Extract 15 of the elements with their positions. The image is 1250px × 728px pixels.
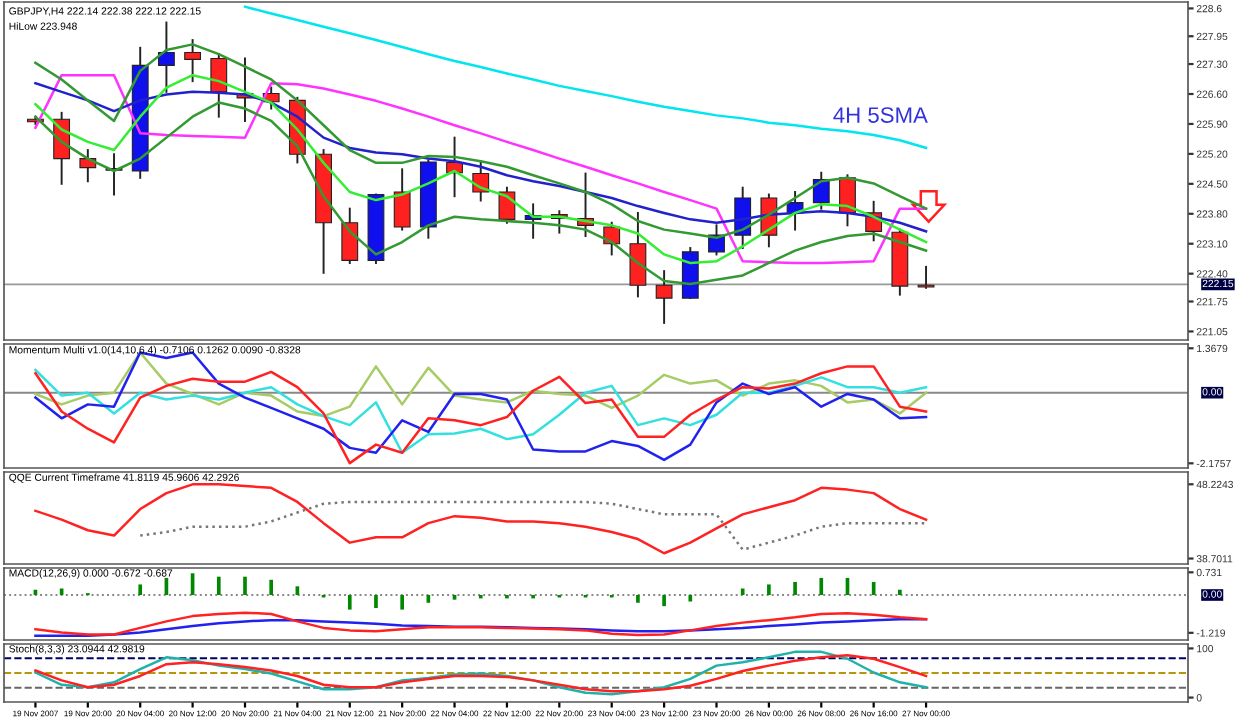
line-series bbox=[34, 101, 928, 286]
candlestick bbox=[917, 265, 935, 289]
candlestick bbox=[629, 211, 647, 298]
candlestick bbox=[655, 270, 673, 324]
line-series bbox=[138, 500, 928, 551]
candlestick bbox=[498, 186, 516, 224]
annotation: 4H 5SMA bbox=[833, 107, 928, 123]
candlestick bbox=[184, 39, 202, 83]
candlestick bbox=[210, 53, 228, 118]
line-series bbox=[243, 5, 928, 150]
line-series bbox=[34, 483, 928, 555]
line-series bbox=[34, 611, 928, 637]
candlestick bbox=[341, 207, 359, 264]
candlestick bbox=[393, 168, 411, 231]
candlestick bbox=[157, 21, 175, 93]
